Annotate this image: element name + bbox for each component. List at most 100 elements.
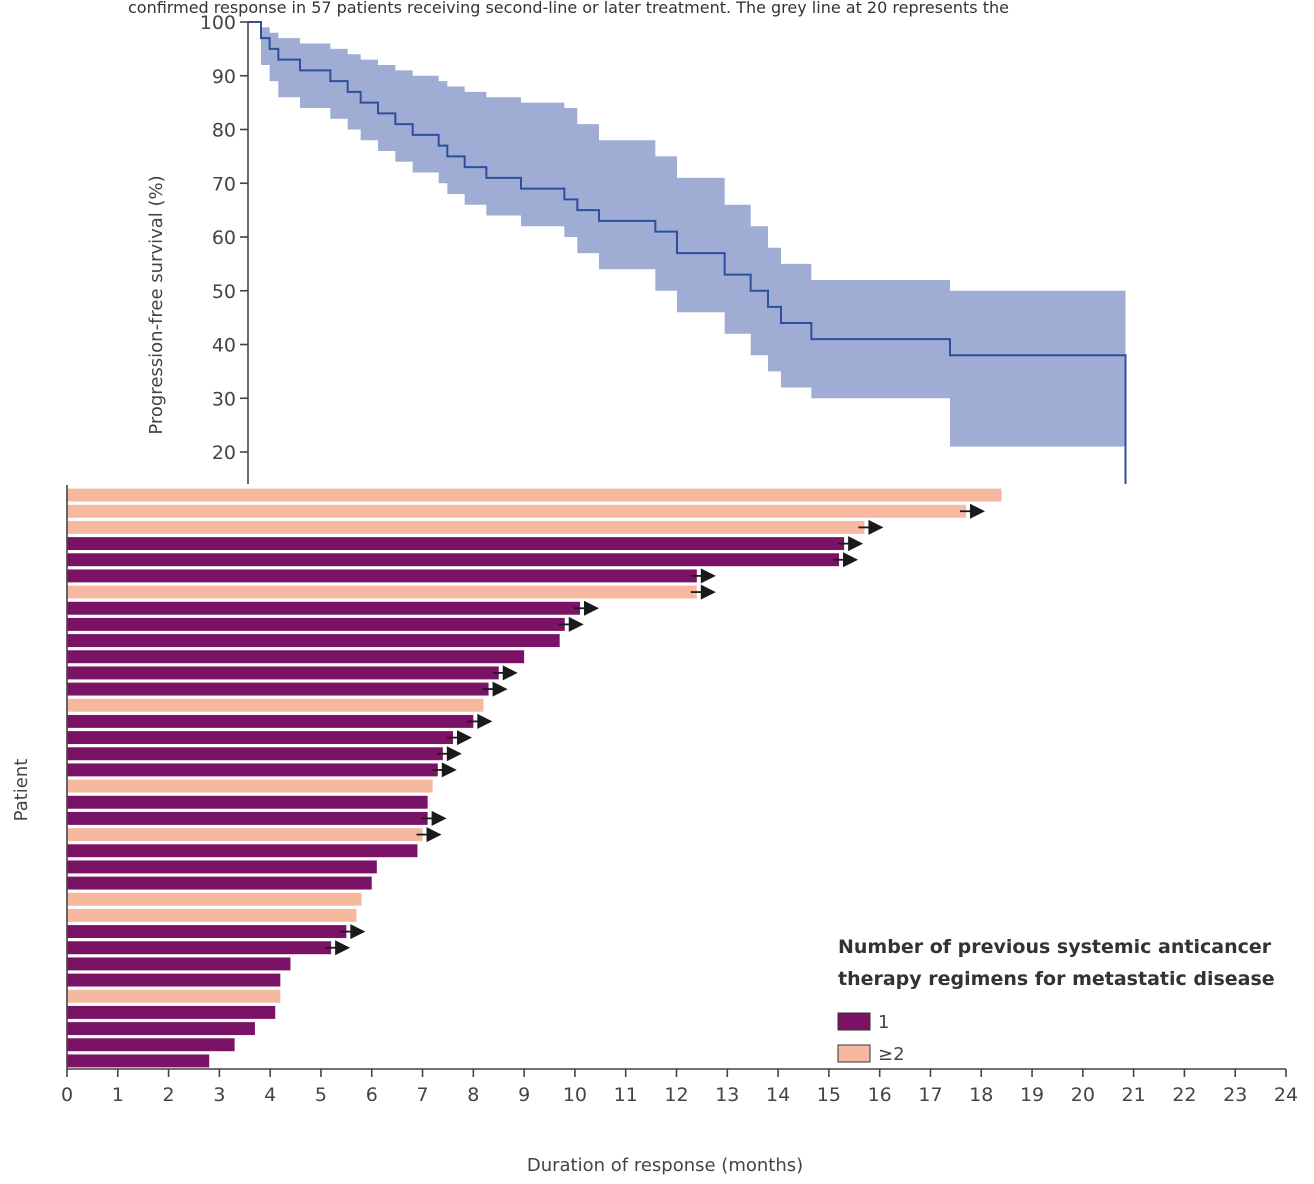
km-y-ticks: 100 90 80 70 60 50 40 30 20: [200, 12, 248, 464]
bar: [67, 731, 454, 745]
ongoing-arrow-head: [868, 519, 884, 535]
bar: [67, 569, 697, 583]
legend-swatch-two-or-more-prior: [837, 1044, 871, 1063]
bar-x-tick-label: 22: [1172, 1084, 1196, 1106]
bar: [67, 1005, 276, 1019]
bar-x-tick-label: 5: [315, 1084, 327, 1106]
bar-x-tick-label: 15: [817, 1084, 841, 1106]
bar: [67, 908, 357, 922]
caption-fragment: confirmed response in 57 patients receiv…: [128, 0, 1009, 17]
bar: [67, 779, 433, 793]
km-y-tick-label: 60: [212, 227, 236, 249]
bar: [67, 553, 840, 567]
ongoing-arrow-head: [446, 746, 462, 762]
bar: [67, 811, 428, 825]
bar: [67, 666, 499, 680]
ongoing-arrow-head: [457, 730, 473, 746]
legend-label-two-or-more-prior: ≥2: [878, 1044, 905, 1065]
ongoing-arrow-head: [700, 584, 716, 600]
bar: [67, 925, 347, 939]
bars: [67, 488, 1002, 1068]
ongoing-arrow-head: [335, 940, 351, 956]
bar-x-tick-label: 2: [163, 1084, 175, 1106]
ongoing-arrow-head: [492, 681, 508, 697]
km-confidence-band: [248, 22, 1126, 447]
bar: [67, 714, 474, 728]
bar-x-tick-label: 17: [918, 1084, 942, 1106]
bar-x-tick-label: 18: [969, 1084, 993, 1106]
legend: Number of previous systemic anticancer t…: [837, 936, 1275, 1065]
bar: [67, 601, 580, 615]
legend-title-line1: Number of previous systemic anticancer: [838, 936, 1272, 958]
ongoing-arrow-head: [568, 616, 584, 632]
bar-x-tick-label: 13: [715, 1084, 739, 1106]
bar: [67, 763, 438, 777]
bar-x-tick-label: 6: [366, 1084, 378, 1106]
bar-x-tick-label: 19: [1020, 1084, 1044, 1106]
ongoing-arrow-head: [700, 568, 716, 584]
km-y-tick-label: 50: [212, 281, 236, 303]
bar-x-tick-label: 4: [264, 1084, 276, 1106]
bar-x-axis-label: Duration of response (months): [527, 1155, 803, 1176]
bar-panel: 0 1 2 3 4 5 6 7 8 9 10 11 12 13 14 15 16 17 18 19 20 21 22 23 24…: [11, 485, 1298, 1176]
ongoing-arrow-head: [350, 924, 366, 940]
bar: [67, 1054, 210, 1068]
bar-x-tick-label: 12: [664, 1084, 688, 1106]
ongoing-arrow-head: [843, 552, 859, 568]
ongoing-arrow-head: [848, 536, 864, 552]
bar: [67, 941, 332, 955]
bar-x-tick-label: 16: [868, 1084, 892, 1106]
km-y-tick-label: 90: [212, 66, 236, 88]
bar-x-tick-label: 3: [213, 1084, 225, 1106]
km-y-tick-label: 20: [212, 442, 236, 464]
bar: [67, 795, 428, 809]
km-y-tick-label: 80: [212, 120, 236, 142]
km-y-tick-label: 40: [212, 335, 236, 357]
ongoing-arrows: [325, 503, 986, 956]
bar-x-tick-label: 14: [766, 1084, 790, 1106]
bar-x-tick-label: 0: [61, 1084, 73, 1106]
bar-x-tick-label: 21: [1122, 1084, 1146, 1106]
bar-x-tick-label: 7: [416, 1084, 428, 1106]
km-panel: 100 90 80 70 60 50 40 30 20 Progression-free sur…: [146, 12, 1127, 484]
bar: [67, 537, 845, 551]
ongoing-arrow-head: [970, 503, 986, 519]
bar-x-tick-label: 11: [614, 1084, 638, 1106]
ongoing-arrow-head: [431, 810, 447, 826]
bar-x-ticks: 0 1 2 3 4 5 6 7 8 9 10 11 12 13 14 15 16 17 18 19 20 21 22 23 24: [61, 1069, 1298, 1106]
ongoing-arrow-head: [441, 762, 457, 778]
bar: [67, 1038, 235, 1052]
bar: [67, 860, 377, 874]
km-y-axis-label: Progression-free survival (%): [146, 175, 167, 434]
ongoing-arrow-head: [502, 665, 518, 681]
bar: [67, 504, 967, 518]
ongoing-arrow-head: [426, 827, 442, 843]
legend-label-one-prior: 1: [878, 1012, 889, 1033]
legend-title-line2: therapy regimens for metastatic disease: [838, 968, 1275, 990]
bar-x-tick-label: 24: [1274, 1084, 1298, 1106]
km-y-tick-label: 100: [200, 12, 236, 34]
bar: [67, 488, 1002, 502]
bar: [67, 989, 281, 1003]
bar-x-tick-label: 9: [518, 1084, 530, 1106]
bar: [67, 650, 525, 664]
bar: [67, 844, 418, 858]
bar-y-axis-label: Patient: [11, 759, 32, 822]
bar: [67, 1022, 255, 1036]
bar: [67, 634, 560, 648]
km-y-tick-label: 30: [212, 388, 236, 410]
bar: [67, 585, 697, 599]
bar: [67, 973, 281, 987]
bar-x-tick-label: 23: [1223, 1084, 1247, 1106]
bar-x-tick-label: 20: [1071, 1084, 1095, 1106]
ongoing-arrow-head: [583, 600, 599, 616]
bar: [67, 892, 362, 906]
bar: [67, 682, 489, 696]
km-survival-line: [248, 21, 1127, 484]
bar: [67, 747, 443, 761]
bar: [67, 876, 372, 890]
bar-x-tick-label: 1: [112, 1084, 124, 1106]
bar: [67, 828, 423, 842]
ongoing-arrow-head: [477, 713, 493, 729]
